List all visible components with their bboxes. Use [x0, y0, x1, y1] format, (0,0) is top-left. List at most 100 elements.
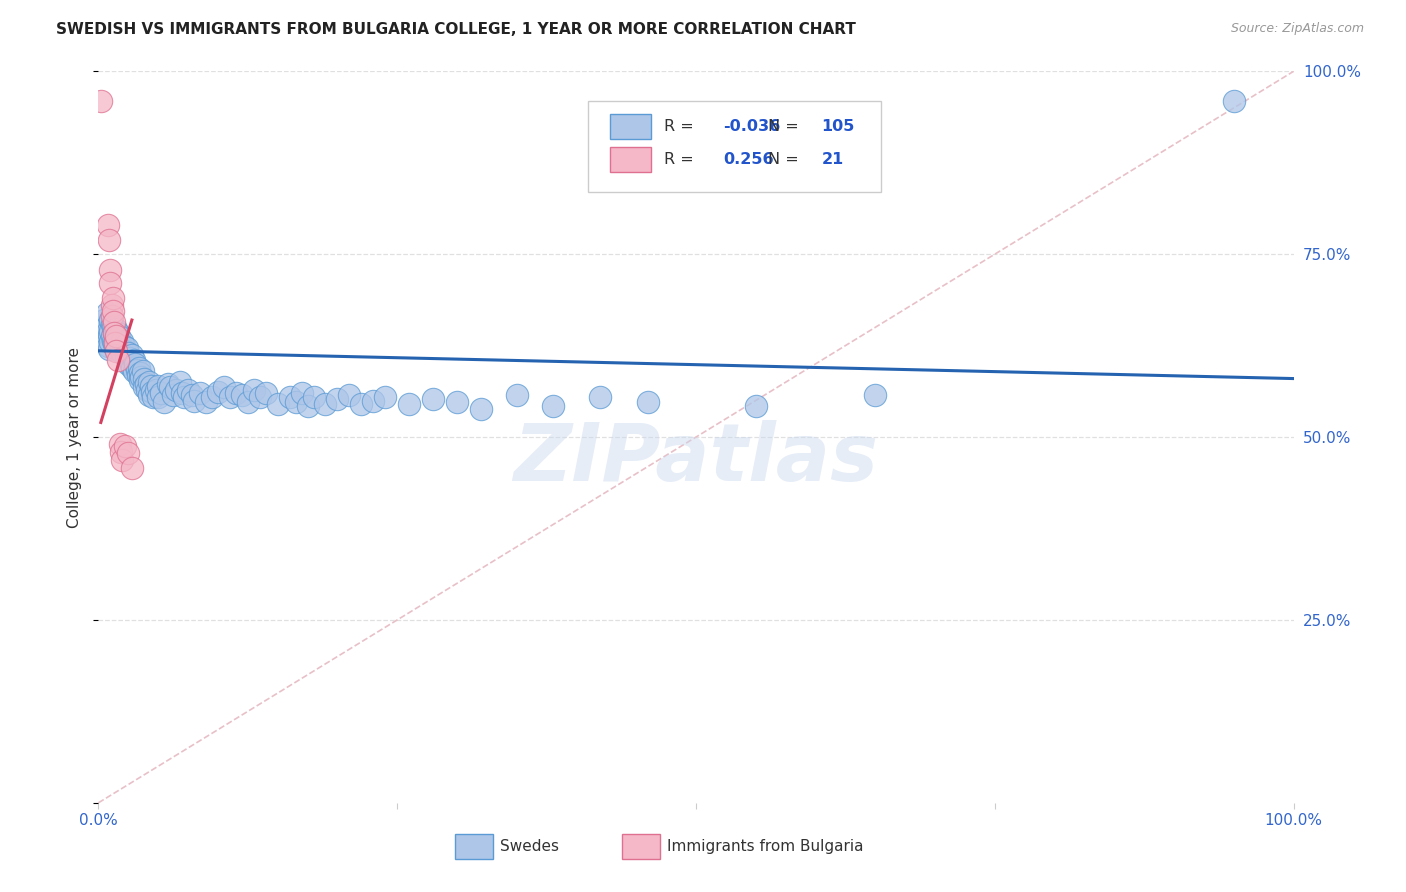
Point [110, 444, 132, 458]
Point [249, 390, 271, 404]
Point [98, 277, 122, 291]
Point [115, 350, 138, 364]
Point [212, 380, 235, 394]
Point [589, 390, 612, 404]
Point [114, 439, 136, 453]
Point [131, 370, 153, 384]
Point [93, 313, 115, 327]
Point [96, 306, 118, 320]
Point [169, 376, 191, 390]
Point [326, 392, 349, 406]
Point [98, 327, 121, 342]
Point [145, 383, 167, 397]
Point [141, 384, 163, 399]
Y-axis label: College, 1 year or more: College, 1 year or more [67, 347, 83, 527]
Point [446, 395, 468, 409]
Point [101, 334, 124, 348]
Text: ZIPatlas: ZIPatlas [513, 420, 879, 498]
Point [153, 395, 176, 409]
Point [159, 380, 181, 394]
FancyBboxPatch shape [589, 101, 882, 192]
Point [243, 383, 266, 397]
FancyBboxPatch shape [454, 834, 494, 859]
Point [132, 380, 155, 394]
Point [374, 390, 396, 404]
Point [135, 377, 157, 392]
Text: SWEDISH VS IMMIGRANTS FROM BULGARIA COLLEGE, 1 YEAR OR MORE CORRELATION CHART: SWEDISH VS IMMIGRANTS FROM BULGARIA COLL… [56, 22, 856, 37]
Text: -0.036: -0.036 [724, 119, 780, 134]
Point [128, 360, 150, 375]
Point [506, 387, 529, 401]
Point [112, 338, 135, 352]
Point [236, 395, 259, 409]
Point [398, 397, 420, 411]
Point [124, 353, 146, 368]
Text: Immigrants from Bulgaria: Immigrants from Bulgaria [668, 839, 863, 855]
Point [117, 357, 139, 371]
Point [104, 341, 127, 355]
Point [121, 360, 143, 375]
Point [207, 384, 229, 399]
Point [172, 386, 194, 401]
Point [284, 395, 307, 409]
FancyBboxPatch shape [621, 834, 661, 859]
Point [101, 291, 124, 305]
Point [111, 453, 134, 467]
Point [91, 331, 114, 345]
Point [231, 387, 253, 401]
Point [90, 94, 112, 108]
Point [1223, 94, 1246, 108]
Point [114, 343, 136, 358]
Point [138, 376, 160, 390]
Point [291, 386, 314, 401]
Point [97, 218, 120, 232]
Point [115, 341, 138, 355]
Text: 0.256: 0.256 [724, 152, 775, 167]
Point [637, 395, 659, 409]
Point [297, 400, 319, 414]
FancyBboxPatch shape [610, 146, 651, 171]
Text: 105: 105 [821, 119, 855, 134]
Point [165, 383, 187, 397]
Point [129, 373, 152, 387]
Point [98, 324, 122, 338]
Point [121, 460, 143, 475]
Text: N =: N = [768, 152, 808, 167]
Point [100, 310, 122, 324]
Point [111, 334, 134, 348]
Point [129, 366, 152, 380]
Point [101, 304, 124, 318]
Point [98, 334, 122, 349]
Point [98, 263, 122, 277]
Point [541, 400, 564, 414]
Point [195, 395, 218, 409]
Point [103, 324, 125, 338]
Point [104, 327, 127, 342]
Point [125, 363, 148, 377]
Point [103, 314, 125, 328]
Point [107, 329, 129, 343]
Point [120, 359, 142, 373]
Point [254, 386, 277, 401]
Point [108, 437, 131, 451]
Point [94, 320, 117, 334]
Point [104, 336, 127, 351]
Point [865, 387, 887, 401]
Point [110, 343, 132, 358]
Point [107, 326, 129, 341]
Point [278, 390, 301, 404]
Point [100, 317, 122, 331]
Point [745, 400, 768, 414]
Point [363, 393, 385, 408]
Point [100, 298, 122, 312]
Text: R =: R = [664, 119, 699, 134]
Point [101, 320, 124, 334]
Point [103, 326, 125, 341]
Point [148, 379, 170, 393]
FancyBboxPatch shape [610, 114, 651, 138]
Point [177, 383, 200, 397]
Point [138, 387, 160, 401]
Text: N =: N = [768, 119, 804, 134]
Point [339, 387, 361, 401]
Point [139, 379, 162, 393]
